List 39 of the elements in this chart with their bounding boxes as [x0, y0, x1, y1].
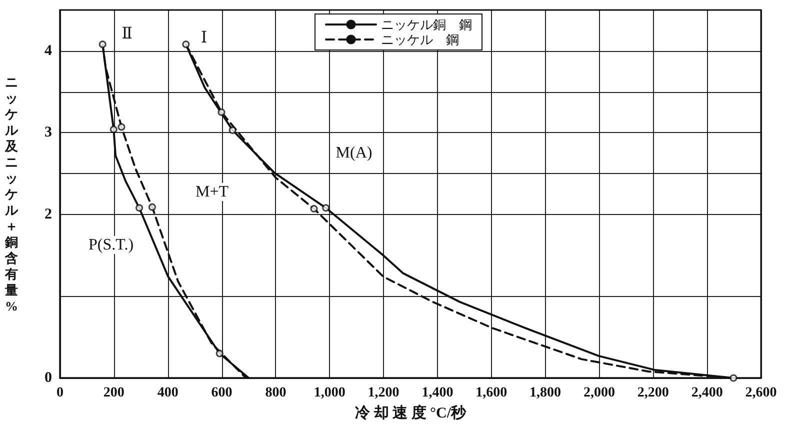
x-tick-label: 1,400 [422, 386, 454, 400]
point [730, 374, 738, 382]
x-tick-label: 1,200 [368, 386, 400, 400]
x-tick-label: 2,400 [691, 386, 723, 400]
y-tick-label: 3 [44, 124, 52, 141]
legend-label: ニッケル銅 鋼 [381, 17, 472, 32]
point [136, 204, 144, 212]
point [322, 204, 330, 212]
annotation: M(A) [336, 144, 372, 162]
point [98, 40, 106, 48]
x-tick-label: 400 [157, 386, 178, 400]
x-tick-label: 1,600 [476, 386, 508, 400]
point [118, 123, 126, 131]
point [228, 126, 236, 134]
point [182, 40, 190, 48]
annotation: Ⅱ [122, 26, 132, 42]
annotation: M+T [195, 184, 229, 200]
x-tick-label: 1,800 [530, 386, 562, 400]
x-tick-label: 1,000 [314, 386, 346, 400]
y-tick-label: 2 [44, 206, 52, 222]
point [218, 108, 226, 116]
y-tick-label: 0 [44, 370, 52, 386]
annotation: Ⅰ [200, 30, 208, 46]
point [148, 203, 156, 211]
point [310, 204, 318, 212]
x-axis-title: 冷 却 速 度 °C/秒 [355, 404, 467, 422]
text: ニッケル及ニッケル＋銅含有量% [5, 74, 18, 314]
point [216, 350, 224, 358]
x-tick-label: 800 [265, 386, 286, 400]
x-tick-label: 2,600 [745, 386, 777, 400]
x-tick-label: 600 [211, 386, 232, 400]
x-tick-label: 0 [56, 386, 64, 400]
legend-label: ニッケル 鋼 [381, 32, 459, 47]
x-tick-label: 200 [103, 386, 124, 400]
x-tick-label: 2,200 [637, 386, 669, 400]
x-tick-label: 2,000 [583, 386, 615, 400]
y-tick-label: 4 [44, 42, 52, 59]
annotation: P(S.T.) [88, 236, 134, 254]
point [110, 126, 118, 134]
